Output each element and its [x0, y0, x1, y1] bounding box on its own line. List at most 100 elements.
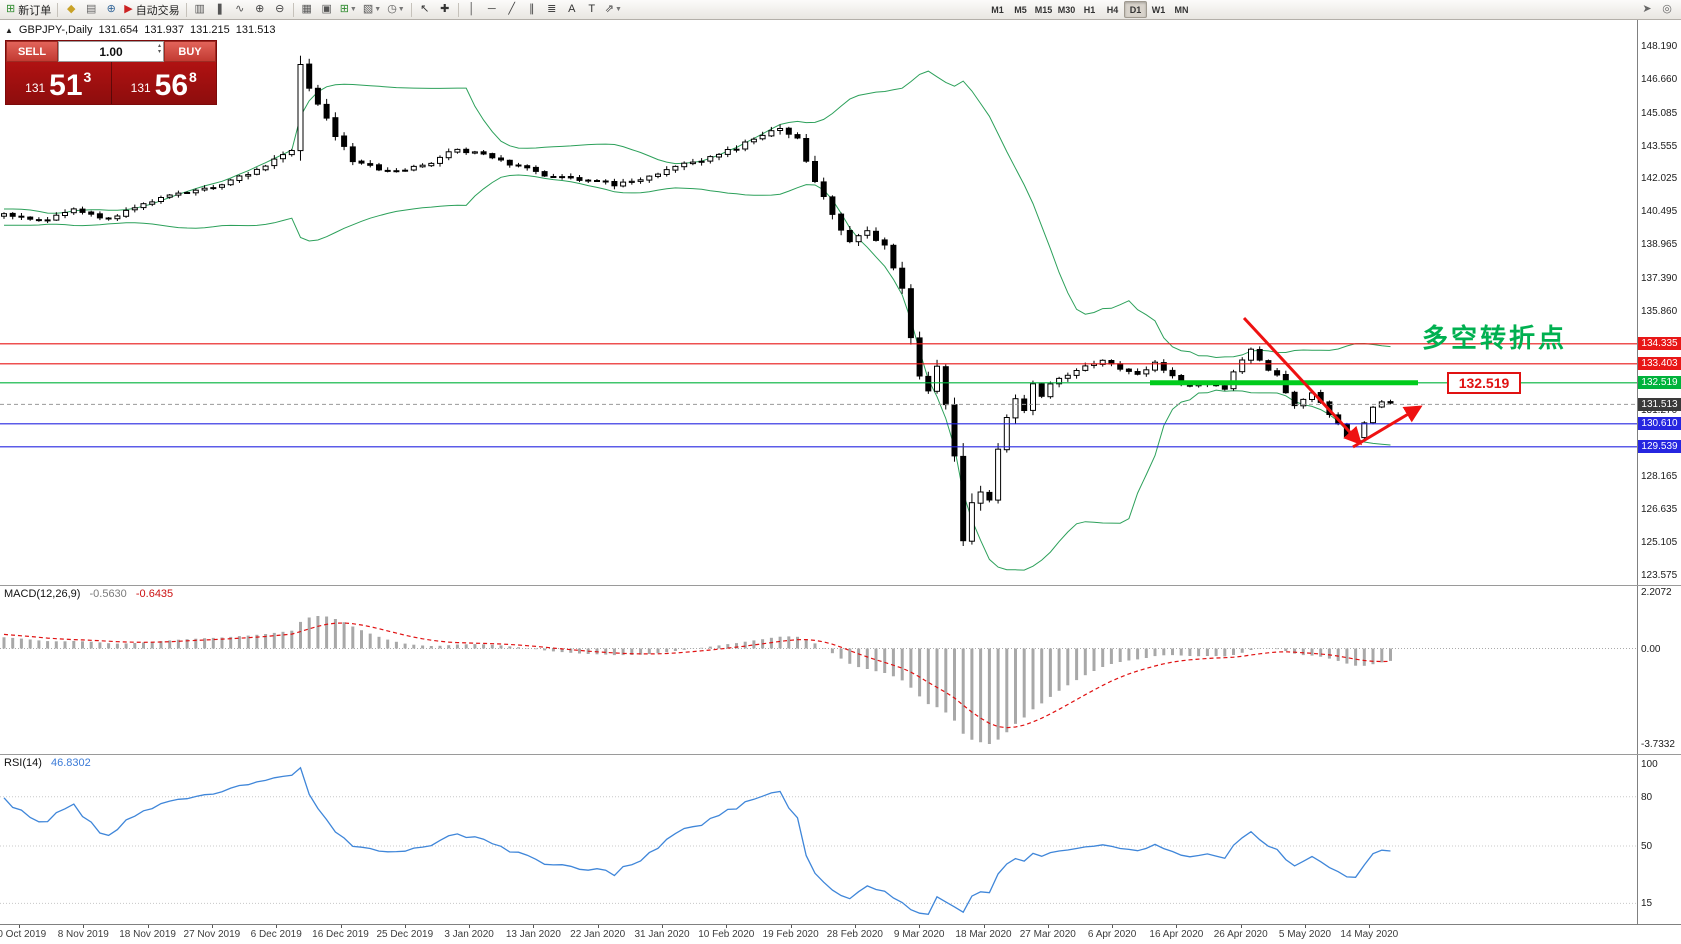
symbol-info-bar: ▲ GBPJPY-,Daily 131.654 131.937 131.215 …	[5, 24, 276, 36]
one-click-expander-icon[interactable]: ▲	[5, 25, 13, 35]
timeframe-m30-button[interactable]: M30	[1055, 1, 1078, 18]
text-label-button[interactable]: T	[582, 1, 602, 18]
text-button[interactable]: A	[562, 1, 582, 18]
data-window-button[interactable]: ⊕	[101, 1, 121, 18]
time-tick	[147, 925, 149, 928]
volume-spinner[interactable]: ▴ ▾	[158, 43, 161, 55]
time-tick	[1112, 925, 1114, 928]
sell-price[interactable]: 131 51 3	[6, 62, 111, 104]
price-axis[interactable]	[1637, 20, 1681, 924]
timeframe-h1-button[interactable]: H1	[1078, 1, 1101, 18]
zoom-out-button[interactable]: ⊖	[270, 1, 290, 18]
timeframe-w1-button[interactable]: W1	[1147, 1, 1170, 18]
print-button[interactable]: ▤	[81, 1, 101, 18]
timeframe-toolbar: M1 M5 M15 M30 H1 H4 D1 W1 MN	[986, 1, 1193, 18]
buy-price[interactable]: 131 56 8	[112, 62, 217, 104]
period-icon: ◷	[387, 3, 397, 15]
vertical-line-button[interactable]: │	[462, 1, 482, 18]
date-label: 27 Mar 2020	[1019, 929, 1076, 940]
date-label: 8 Nov 2019	[57, 929, 109, 940]
main-toolbar: ⊞ 新订单 ◆ ▤ ⊕ ▶ 自动交易 ▥ ❚ ∿ ⊕ ⊖ ▦ ▣ ⊞ ▼ ▧ ▼ ◷ ▼ ↖ ✚ │ ─ ╱ ∥ ≣ A T ⇗ ▼ M1 M…	[0, 0, 1681, 20]
date-label: 5 May 2020	[1278, 929, 1332, 940]
date-label: 25 Dec 2019	[376, 929, 434, 940]
rsi-value: 46.8302	[50, 757, 91, 769]
spin-down-icon[interactable]: ▾	[157, 49, 161, 55]
timeframe-m5-button[interactable]: M5	[1009, 1, 1032, 18]
time-tick	[404, 925, 406, 928]
timeframe-m15-button[interactable]: M15	[1032, 1, 1055, 18]
channel-button[interactable]: ∥	[522, 1, 542, 18]
magnet-button[interactable]: ◎	[1657, 1, 1677, 18]
time-tick	[1176, 925, 1178, 928]
chevron-down-icon: ▼	[614, 6, 622, 13]
fibonacci-button[interactable]: ≣	[542, 1, 562, 18]
new-order-button[interactable]: ⊞ 新订单	[3, 1, 54, 18]
rsi-chart[interactable]	[0, 755, 1637, 924]
toolbar-separator	[185, 2, 187, 17]
tile-windows-icon: ▦	[301, 3, 312, 15]
trendline-button[interactable]: ╱	[502, 1, 522, 18]
profiles-button[interactable]: ▧ ▼	[360, 1, 384, 18]
timeframe-d1-button[interactable]: D1	[1124, 1, 1147, 18]
date-label: 10 Feb 2020	[698, 929, 755, 940]
sell-price-prefix: 131	[25, 81, 46, 95]
rsi-name: RSI(14)	[4, 757, 42, 769]
time-tick	[983, 925, 985, 928]
buy-price-sup: 8	[189, 69, 197, 85]
arrows-button[interactable]: ⇗ ▼	[602, 1, 625, 18]
one-click-trading-panel: SELL 1.00 ▴ ▾ BUY 131 51 3 131 56 8	[5, 40, 217, 105]
volume-field[interactable]: 1.00 ▴ ▾	[58, 41, 164, 62]
time-tick	[340, 925, 342, 928]
auto-trading-button[interactable]: ▶ 自动交易	[121, 1, 182, 18]
timeframe-m1-button[interactable]: M1	[986, 1, 1009, 18]
timeframe-h4-button[interactable]: H4	[1101, 1, 1124, 18]
new-chart-button[interactable]: ⊞ ▼	[337, 1, 360, 18]
sell-button[interactable]: SELL	[6, 41, 58, 62]
price-chart[interactable]	[0, 20, 1637, 585]
toolbar-separator	[457, 2, 459, 17]
spin-up-icon[interactable]: ▴	[157, 43, 161, 49]
pointer-button[interactable]: ➤	[1637, 1, 1657, 18]
time-tick	[662, 925, 663, 928]
macd-chart[interactable]	[0, 586, 1637, 754]
date-label: 30 Oct 2019	[0, 929, 47, 940]
volume-value: 1.00	[99, 44, 123, 59]
line-chart-button[interactable]: ∿	[230, 1, 250, 18]
period-button[interactable]: ◷ ▼	[384, 1, 408, 18]
tile-windows-button[interactable]: ▦	[297, 1, 317, 18]
timeframe-mn-button[interactable]: MN	[1170, 1, 1193, 18]
turning-point-annotation[interactable]: 多空转折点	[1422, 323, 1568, 353]
horizontal-line-button[interactable]: ─	[482, 1, 502, 18]
level-callout-annotation[interactable]: 132.519	[1447, 372, 1521, 394]
candlestick-chart-button[interactable]: ❚	[210, 1, 230, 18]
time-tick	[1240, 925, 1242, 928]
crosshair-icon: ✚	[440, 3, 450, 15]
macd-signal-value: -0.6435	[135, 588, 174, 600]
bar-chart-button[interactable]: ▥	[190, 1, 210, 18]
toolbar-separator	[57, 2, 59, 17]
price-divider	[110, 62, 112, 104]
zoom-in-button[interactable]: ⊕	[250, 1, 270, 18]
vertical-line-icon: │	[468, 3, 476, 15]
buy-button[interactable]: BUY	[164, 41, 216, 62]
cursor-icon: ↖	[420, 3, 430, 15]
chevron-down-icon: ▼	[349, 6, 357, 13]
rsi-panel-separator[interactable]	[0, 754, 1681, 755]
crosshair-button[interactable]: ✚	[435, 1, 455, 18]
time-tick	[597, 925, 599, 928]
auto-trading-icon: ▶	[124, 3, 133, 15]
cascade-windows-button[interactable]: ▣	[317, 1, 337, 18]
time-tick	[211, 925, 213, 928]
compass-button[interactable]: ◆	[61, 1, 81, 18]
symbol-name: GBPJPY-,Daily	[18, 24, 93, 36]
macd-name: MACD(12,26,9)	[4, 588, 81, 600]
macd-panel-separator[interactable]	[0, 585, 1681, 586]
cursor-button[interactable]: ↖	[415, 1, 435, 18]
data-window-icon: ⊕	[106, 3, 116, 15]
buy-price-big: 56	[154, 69, 189, 103]
date-label: 22 Jan 2020	[570, 929, 626, 940]
date-label: 16 Dec 2019	[312, 929, 369, 940]
time-tick	[533, 925, 535, 928]
time-axis[interactable]: 30 Oct 2019 8 Nov 2019 18 Nov 2019 27 Nov 2…	[0, 924, 1681, 944]
zoom-in-icon: ⊕	[255, 3, 265, 15]
